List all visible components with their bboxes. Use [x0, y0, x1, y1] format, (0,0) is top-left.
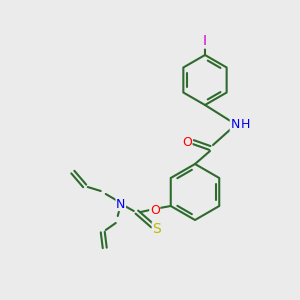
Text: O: O [182, 136, 192, 148]
Text: N: N [116, 197, 125, 211]
Text: N: N [230, 118, 240, 131]
Text: I: I [203, 34, 207, 48]
Text: H: H [240, 118, 250, 131]
Text: S: S [152, 222, 161, 236]
Text: O: O [150, 203, 160, 217]
